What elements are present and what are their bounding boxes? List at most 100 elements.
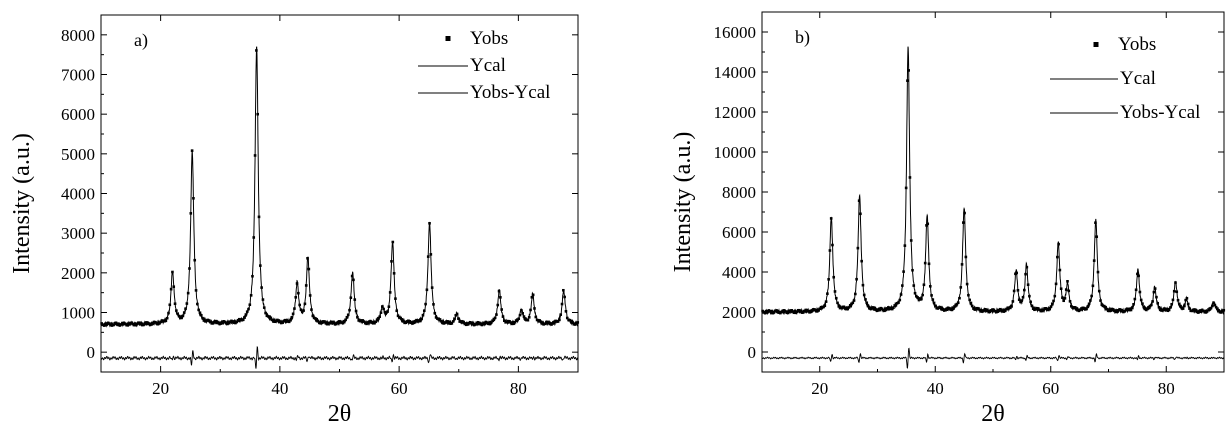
data-point — [156, 322, 160, 326]
data-point — [350, 274, 354, 278]
data-point — [293, 307, 296, 310]
data-point — [328, 321, 332, 325]
data-point — [539, 320, 543, 323]
data-point — [1095, 235, 1099, 239]
data-point — [487, 322, 490, 326]
data-point — [474, 323, 477, 326]
data-point — [1151, 300, 1154, 303]
data-point — [1136, 272, 1139, 276]
data-point — [357, 319, 360, 322]
data-point — [434, 316, 438, 319]
data-point — [374, 320, 378, 324]
data-point — [422, 309, 426, 312]
data-point — [227, 321, 231, 325]
data-point — [370, 320, 374, 324]
data-point — [161, 319, 165, 322]
data-point — [482, 322, 485, 326]
data-point — [931, 298, 935, 301]
legend-label: Ycal — [470, 55, 506, 76]
data-point — [331, 320, 334, 324]
data-point — [776, 309, 780, 313]
data-point — [913, 291, 917, 295]
data-point — [1174, 281, 1177, 284]
data-point — [499, 296, 502, 299]
y-tick-label: 10000 — [714, 143, 757, 162]
data-point — [1057, 242, 1060, 246]
data-point — [441, 321, 444, 325]
data-point — [144, 321, 148, 324]
data-point — [527, 316, 531, 319]
data-point — [902, 270, 905, 273]
data-point — [391, 240, 395, 244]
data-point — [377, 316, 380, 320]
data-point — [930, 294, 933, 297]
data-point — [314, 317, 317, 320]
data-point — [530, 295, 534, 299]
data-point — [862, 293, 866, 297]
data-point — [546, 320, 549, 324]
data-point — [458, 320, 462, 323]
data-point — [860, 259, 863, 263]
data-point — [1170, 302, 1173, 306]
data-point — [266, 315, 270, 318]
data-point — [337, 320, 341, 323]
chart-panel-a: 0 1000 2000 3000 4000 5000 6000 7000 8000 20 40 60 8… — [9, 14, 580, 423]
data-point — [475, 321, 479, 325]
data-point — [404, 321, 408, 325]
data-point — [569, 319, 573, 323]
data-point — [1028, 294, 1031, 298]
data-point — [543, 322, 547, 326]
data-point — [1003, 309, 1007, 313]
data-point — [344, 318, 347, 322]
data-point — [159, 320, 162, 324]
data-point — [223, 320, 227, 324]
data-point — [1094, 221, 1097, 225]
legend-label: Yobs — [470, 28, 508, 49]
data-point — [765, 311, 768, 314]
data-point — [861, 283, 865, 287]
data-point — [497, 289, 501, 293]
data-point — [463, 322, 467, 325]
data-point — [834, 296, 838, 300]
x-tick-label: 40 — [927, 379, 944, 398]
data-point — [420, 317, 423, 321]
legend: Yobs Ycal Yobs-Ycal — [1050, 34, 1200, 123]
data-point — [484, 320, 488, 324]
data-point — [257, 215, 261, 219]
data-point — [251, 274, 254, 278]
data-point — [101, 323, 105, 327]
data-point — [818, 307, 822, 311]
data-point — [202, 319, 206, 322]
x-axis-label: 2θ — [981, 401, 1005, 423]
data-point — [295, 282, 299, 285]
data-point — [310, 308, 313, 311]
y-tick-label: 8000 — [61, 26, 95, 45]
data-point — [1030, 304, 1034, 308]
data-point — [360, 319, 363, 322]
data-point — [1188, 307, 1191, 310]
data-point — [399, 316, 402, 320]
data-point — [325, 322, 329, 326]
data-point — [290, 316, 294, 319]
legend-marker-yobs — [445, 36, 451, 41]
data-point — [201, 316, 204, 320]
data-point — [436, 317, 439, 320]
data-point — [445, 320, 448, 323]
data-point — [289, 319, 292, 322]
data-point — [169, 287, 173, 291]
data-point — [270, 318, 274, 322]
data-point — [238, 317, 241, 321]
data-point — [462, 320, 465, 324]
data-point — [339, 320, 342, 323]
data-point — [118, 324, 122, 327]
data-point — [206, 318, 210, 322]
y-axis-label: Intensity (a.u.) — [670, 132, 696, 273]
data-point — [500, 308, 503, 311]
data-point — [259, 264, 262, 267]
data-point — [1175, 290, 1179, 294]
data-point — [928, 285, 932, 288]
data-point — [455, 312, 459, 316]
data-point — [1009, 306, 1012, 310]
data-point — [222, 319, 225, 323]
data-point — [534, 315, 538, 319]
